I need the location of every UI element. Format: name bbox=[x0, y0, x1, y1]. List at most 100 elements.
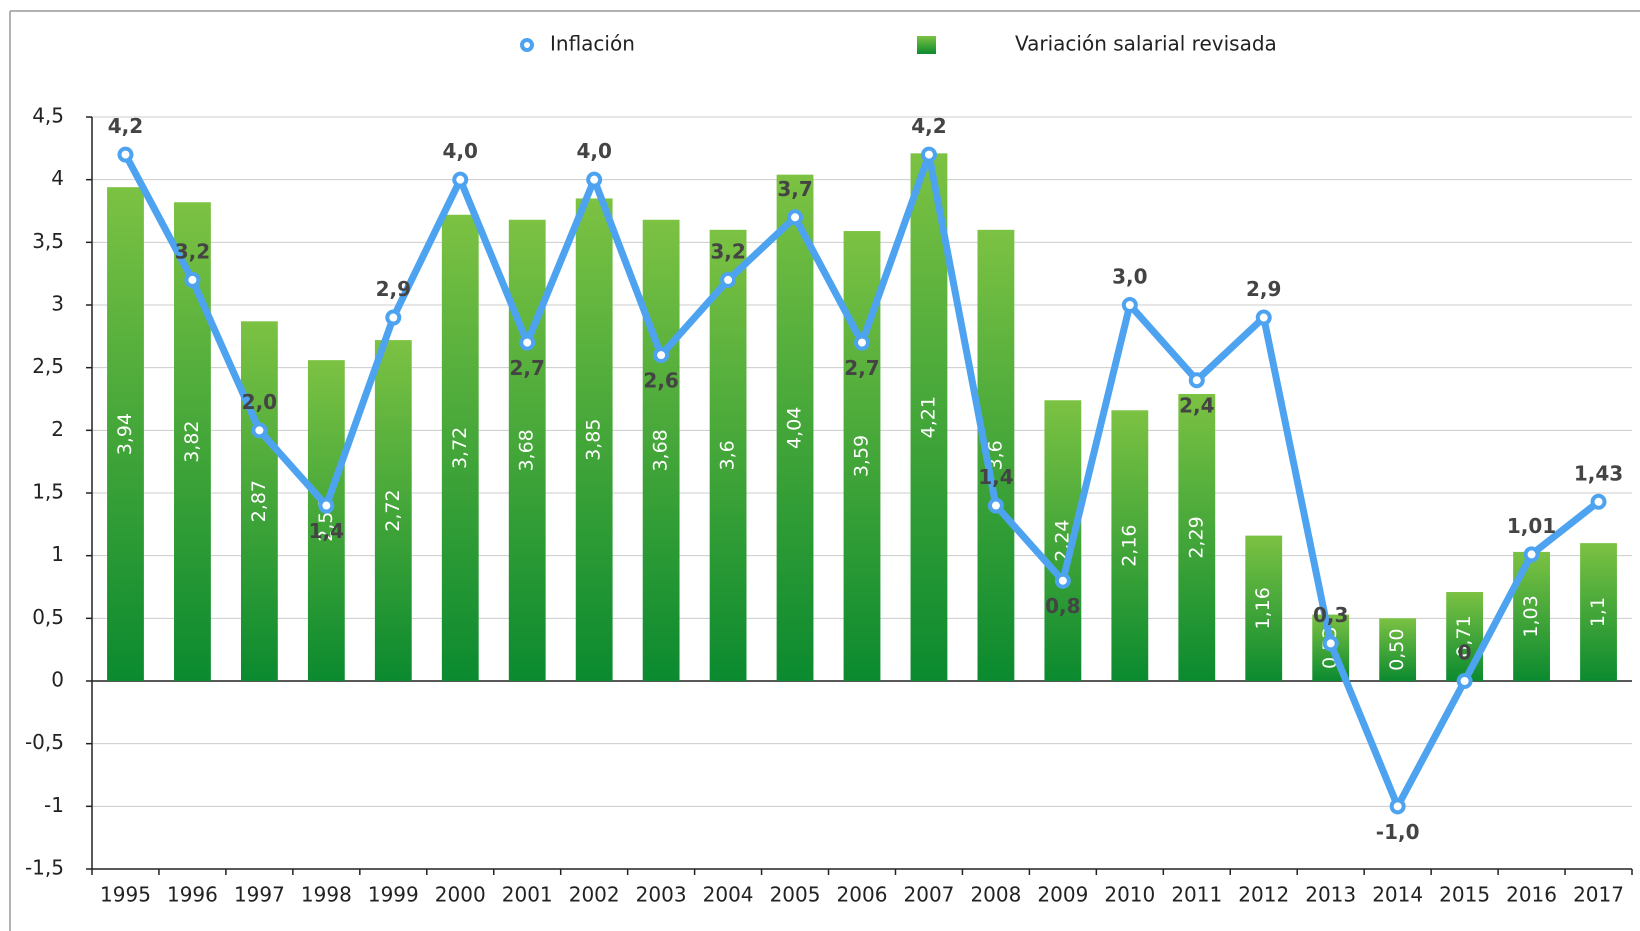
x-tick-label: 2009 bbox=[1037, 883, 1088, 907]
bar bbox=[910, 153, 948, 681]
line-marker bbox=[987, 497, 1004, 514]
bar-label: 1,03 bbox=[1520, 595, 1542, 637]
bar-label: 3,94 bbox=[114, 413, 136, 455]
point-label: 1,43 bbox=[1574, 461, 1623, 485]
line-marker bbox=[1255, 309, 1272, 326]
bar bbox=[642, 219, 680, 682]
point-label: 0,3 bbox=[1313, 603, 1348, 627]
bar bbox=[1245, 535, 1283, 681]
bar-label: 3,59 bbox=[851, 435, 873, 477]
y-tick-label: -0,5 bbox=[25, 730, 64, 754]
x-tick-label: 2014 bbox=[1372, 883, 1423, 907]
x-tick-label: 2004 bbox=[703, 883, 754, 907]
bar-label: 1,16 bbox=[1252, 587, 1274, 629]
bar-label: 3,82 bbox=[181, 420, 203, 462]
bar bbox=[1446, 592, 1484, 681]
bar bbox=[575, 198, 613, 681]
x-tick-label: 1995 bbox=[100, 883, 151, 907]
line-marker bbox=[1322, 635, 1339, 652]
line-marker bbox=[854, 334, 870, 351]
bar bbox=[307, 360, 345, 681]
x-tick-label: 2017 bbox=[1573, 883, 1624, 907]
x-tick-label: 2012 bbox=[1238, 883, 1289, 907]
x-tick-label: 1996 bbox=[167, 883, 218, 907]
point-label: 2,0 bbox=[242, 390, 277, 414]
bar bbox=[1178, 393, 1216, 681]
y-tick-label: 4,5 bbox=[32, 104, 64, 128]
line-marker bbox=[653, 347, 670, 364]
x-tick-label: 1998 bbox=[301, 883, 352, 907]
line-marker bbox=[1054, 572, 1071, 589]
bar-label: 2,16 bbox=[1118, 524, 1140, 566]
bar bbox=[441, 214, 479, 681]
x-tick-label: 2000 bbox=[435, 883, 486, 907]
point-label: 2,9 bbox=[376, 277, 411, 301]
line-marker bbox=[385, 309, 402, 326]
line-marker bbox=[1590, 493, 1607, 510]
bar-label: 4,04 bbox=[784, 407, 806, 449]
y-tick-label: -1 bbox=[44, 793, 64, 817]
x-tick-label: 2016 bbox=[1506, 883, 1557, 907]
y-tick-label: 2,5 bbox=[32, 354, 64, 378]
line-marker bbox=[1188, 372, 1205, 389]
y-tick-label: 1,5 bbox=[32, 480, 64, 504]
line-marker bbox=[1456, 673, 1473, 689]
y-tick-label: 0 bbox=[51, 668, 64, 692]
bar bbox=[508, 219, 546, 682]
line-marker bbox=[452, 171, 469, 188]
point-label: 4,2 bbox=[108, 114, 143, 138]
point-label: -1,0 bbox=[1376, 820, 1420, 844]
bar-label: 0,71 bbox=[1453, 615, 1475, 657]
x-tick-label: 2003 bbox=[636, 883, 687, 907]
line-marker bbox=[1523, 546, 1540, 563]
bar-label: 0,50 bbox=[1386, 629, 1408, 671]
x-tick-label: 2011 bbox=[1171, 883, 1222, 907]
point-label: 3,0 bbox=[1112, 265, 1147, 289]
x-tick-label: 2010 bbox=[1104, 883, 1155, 907]
line-marker bbox=[1389, 798, 1406, 815]
legend-swatch bbox=[917, 36, 936, 54]
point-label: 2,9 bbox=[1246, 277, 1281, 301]
point-label: 2,6 bbox=[643, 369, 678, 393]
y-tick-label: 3,5 bbox=[32, 229, 64, 253]
bar bbox=[1379, 618, 1417, 681]
line-marker bbox=[117, 146, 134, 163]
bar bbox=[1111, 410, 1149, 681]
x-tick-label: 1997 bbox=[234, 883, 285, 907]
line-marker bbox=[1121, 297, 1138, 313]
bar bbox=[776, 174, 814, 682]
x-tick-label: 2013 bbox=[1305, 883, 1356, 907]
y-tick-label: 0,5 bbox=[32, 605, 64, 629]
y-tick-label: 3 bbox=[51, 292, 64, 316]
y-tick-label: 2 bbox=[51, 417, 64, 441]
bar-label: 3,85 bbox=[583, 419, 605, 461]
bar-label: 1,1 bbox=[1587, 597, 1609, 627]
line-marker bbox=[251, 422, 268, 439]
y-tick-label: 1 bbox=[51, 542, 64, 566]
y-tick-label: -1,5 bbox=[25, 856, 64, 880]
bar bbox=[240, 321, 278, 681]
legend: Inflación Variación salarial revisada bbox=[520, 32, 1277, 56]
point-label: 2,4 bbox=[1179, 394, 1214, 418]
x-tick-label: 2002 bbox=[569, 883, 620, 907]
x-tick-label: 2001 bbox=[502, 883, 553, 907]
bar bbox=[374, 340, 412, 681]
x-tick-label: 2008 bbox=[970, 883, 1021, 907]
legend-label: Inflación bbox=[550, 32, 635, 56]
x-tick-label: 2015 bbox=[1439, 883, 1490, 907]
bar bbox=[1580, 543, 1617, 681]
point-label: 3,2 bbox=[710, 239, 745, 263]
point-label: 0 bbox=[1458, 641, 1472, 665]
line-marker bbox=[920, 146, 937, 163]
bar bbox=[709, 229, 747, 682]
point-label: 3,2 bbox=[175, 239, 210, 263]
bar bbox=[107, 187, 144, 682]
bar-label: 2,87 bbox=[248, 480, 270, 522]
line-marker bbox=[787, 209, 804, 226]
x-tick-label: 2007 bbox=[904, 883, 955, 907]
legend-label: Variación salarial revisada bbox=[1015, 32, 1277, 56]
point-label: 2,7 bbox=[844, 356, 879, 380]
bar-label: 2,29 bbox=[1185, 516, 1207, 558]
line-marker bbox=[519, 334, 536, 351]
